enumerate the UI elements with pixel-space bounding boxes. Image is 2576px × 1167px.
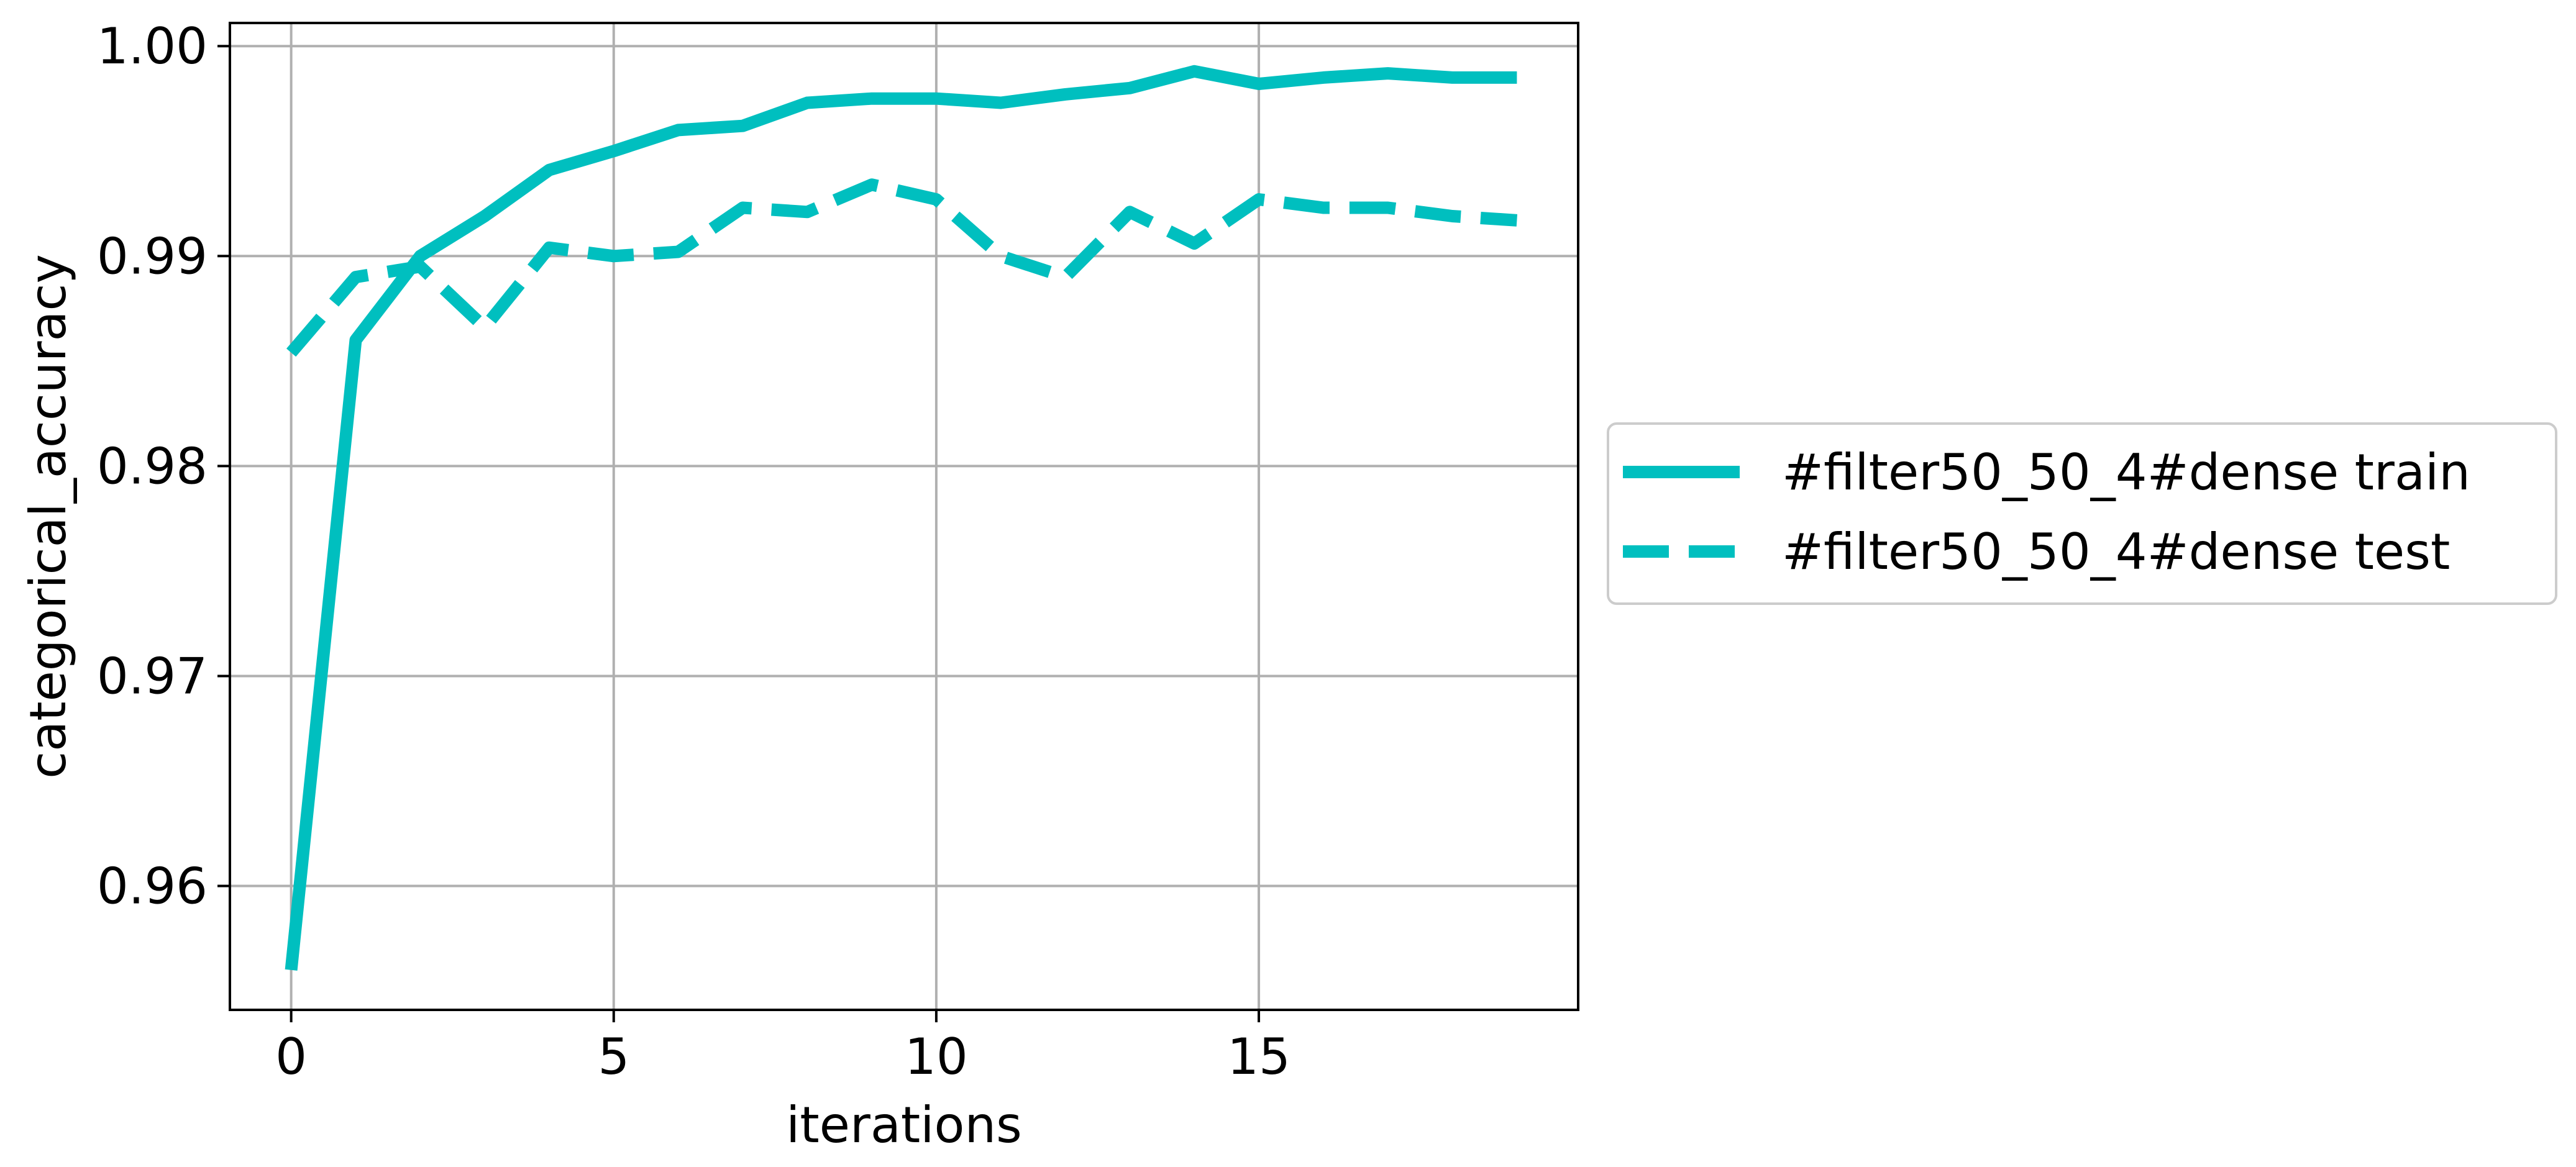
series-lines [285,65,1518,971]
series-line-test [286,178,1518,357]
legend-label-train: #filter50_50_4#dense train [1782,443,2470,501]
x-axis-title: iterations [786,1096,1022,1154]
x-tick-label: 5 [598,1028,629,1086]
legend: #filter50_50_4#dense train #filter50_50_… [1607,422,2557,605]
x-tick-label: 0 [275,1028,307,1086]
y-tick-label: 0.96 [97,858,208,915]
legend-label-test: #filter50_50_4#dense test [1782,523,2450,581]
plot-area-frame [229,22,1579,1011]
legend-box [1607,422,2557,605]
grid [230,23,1578,1010]
x-tick-label: 15 [1227,1028,1290,1086]
axis-ticks: 0 5 10 15 0.96 0.97 0.98 0.99 1.00 [97,17,1290,1086]
y-tick-label: 1.00 [97,17,208,75]
series-line-train [285,65,1517,971]
y-tick-label: 0.98 [97,437,208,495]
y-tick-label: 0.99 [97,227,208,285]
y-tick-label: 0.97 [97,647,208,705]
x-tick-label: 10 [905,1028,968,1086]
y-axis-title: categorical_accuracy [19,254,77,779]
